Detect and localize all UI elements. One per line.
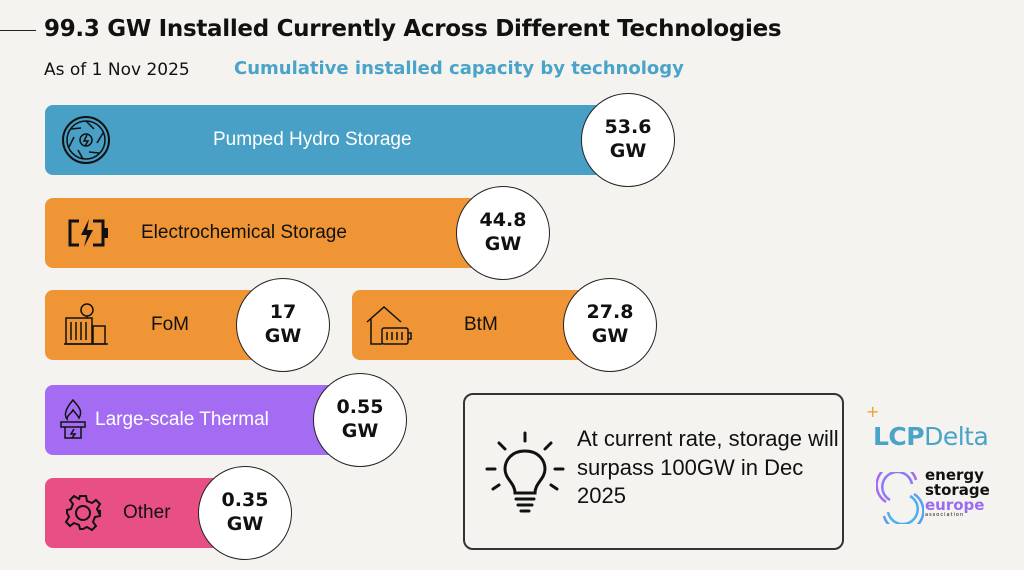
energy-storage-europe-logo: energy storage europe association	[925, 468, 990, 518]
unit: GW	[609, 140, 647, 162]
ese-swirl-icon	[876, 472, 924, 524]
gear-icon	[64, 494, 102, 532]
value-circle-other: 0.35 GW	[198, 466, 292, 560]
bar-btm: BtM	[352, 290, 592, 360]
value-circle-btm: 27.8 GW	[563, 278, 657, 372]
value: 0.35	[221, 489, 269, 512]
page-title: 99.3 GW Installed Currently Across Diffe…	[44, 16, 782, 42]
value-circle-pumped-hydro: 53.6 GW	[581, 93, 675, 187]
bar-label: BtM	[464, 314, 498, 335]
bar-label: Electrochemical Storage	[141, 222, 347, 243]
value: 53.6	[604, 116, 652, 139]
bar-electrochemical: Electrochemical Storage	[45, 198, 485, 268]
logo-text: association	[925, 512, 965, 518]
lightbulb-icon	[485, 431, 565, 513]
unit: GW	[484, 233, 522, 255]
bar-large-scale-thermal: Large-scale Thermal	[45, 385, 345, 455]
value-circle-large-scale-thermal: 0.55 GW	[313, 373, 407, 467]
logo-text: energy	[925, 466, 984, 484]
unit: GW	[226, 513, 264, 535]
unit: GW	[341, 420, 379, 442]
logo-text: Delta	[924, 422, 989, 451]
as-of-date: As of 1 Nov 2025	[44, 60, 190, 80]
value: 44.8	[479, 209, 527, 232]
battery-bolt-icon	[68, 219, 108, 247]
logo-text: LCP	[873, 422, 925, 451]
unit: GW	[264, 325, 302, 347]
bar-label: FoM	[151, 314, 189, 335]
bar-label: Pumped Hydro Storage	[213, 129, 412, 150]
flame-icon	[60, 398, 86, 439]
unit: GW	[591, 325, 629, 347]
home-battery-icon	[366, 305, 412, 345]
lcp-delta-logo: LCPDelta	[873, 422, 989, 451]
bar-label: Other	[123, 502, 171, 523]
value-circle-fom: 17 GW	[236, 278, 330, 372]
value: 0.55	[336, 396, 384, 419]
value: 17	[269, 301, 297, 324]
utility-battery-icon	[64, 303, 108, 345]
bar-label: Large-scale Thermal	[95, 409, 269, 430]
logo-text: europe	[925, 496, 985, 514]
turbine-icon	[62, 116, 110, 164]
forecast-callout: At current rate, storage will surpass 10…	[463, 393, 844, 550]
title-rule	[0, 30, 36, 31]
lcp-plus-icon: +	[866, 402, 880, 421]
value-circle-electrochemical: 44.8 GW	[456, 186, 550, 280]
value: 27.8	[586, 301, 634, 324]
callout-text: At current rate, storage will surpass 10…	[577, 426, 839, 509]
subtitle: Cumulative installed capacity by technol…	[234, 58, 684, 79]
bar-fom: FoM	[45, 290, 265, 360]
logo-text: storage	[925, 481, 990, 499]
bar-pumped-hydro: Pumped Hydro Storage	[45, 105, 605, 175]
